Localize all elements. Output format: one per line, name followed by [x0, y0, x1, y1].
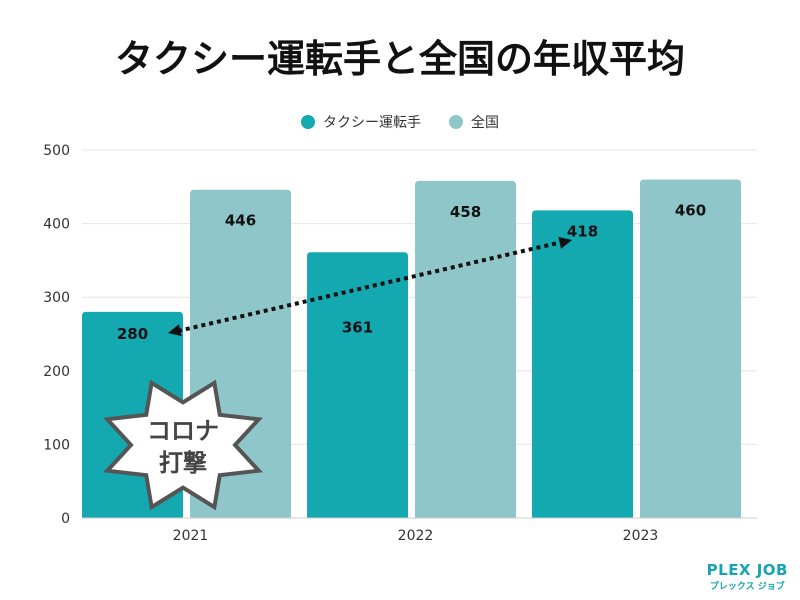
data-label: 458 [450, 203, 481, 221]
x-tick-label: 2022 [398, 528, 434, 544]
burst-text: コロナ [147, 417, 219, 445]
y-tick-label: 300 [43, 290, 70, 306]
legend: タクシー運転手 全国 [0, 112, 800, 132]
logo-name: PLEX JOB [706, 561, 788, 579]
y-tick-label: 400 [43, 217, 70, 233]
y-tick-label: 0 [61, 511, 70, 527]
data-label: 446 [225, 212, 256, 230]
legend-item: 全国 [449, 112, 499, 132]
starburst [103, 379, 263, 511]
data-label: 361 [342, 318, 373, 336]
y-tick-label: 500 [43, 143, 70, 159]
chart-title: タクシー運転手と全国の年収平均 [114, 37, 685, 81]
arrow-head [168, 324, 182, 337]
x-tick-label: 2023 [623, 528, 659, 544]
y-tick-label: 200 [43, 364, 70, 380]
data-label: 460 [675, 201, 706, 219]
bar [307, 252, 408, 518]
legend-item: タクシー運転手 [301, 112, 421, 132]
logo-sub: プレックス ジョブ [709, 582, 785, 592]
x-tick-label: 2021 [173, 528, 209, 544]
y-tick-label: 100 [43, 437, 70, 453]
legend-label: タクシー運転手 [323, 115, 421, 131]
data-label: 418 [567, 222, 598, 240]
bar [640, 179, 741, 518]
logo: PLEX JOB プレックス ジョブ [707, 561, 788, 592]
bar [415, 180, 516, 519]
arrow-head [558, 236, 572, 249]
legend-swatch [301, 115, 315, 129]
legend-swatch [449, 115, 463, 129]
data-label: 280 [117, 325, 148, 343]
bar [532, 210, 633, 519]
trend-arrow-line [177, 240, 563, 333]
legend-label: 全国 [471, 115, 499, 131]
burst-text: 打撃 [159, 449, 207, 477]
